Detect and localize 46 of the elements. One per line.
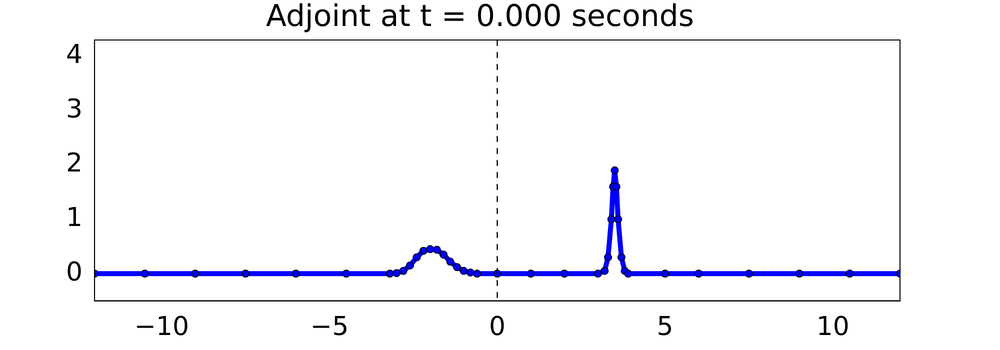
point	[661, 270, 670, 278]
point	[419, 246, 428, 255]
point	[386, 270, 394, 278]
point	[846, 270, 854, 278]
point	[612, 182, 620, 191]
point	[432, 246, 441, 254]
point	[406, 261, 414, 270]
point	[140, 270, 149, 278]
point	[604, 253, 612, 262]
point	[614, 215, 622, 224]
point	[412, 253, 421, 262]
point	[242, 270, 250, 278]
y-tick-label: 2	[66, 148, 83, 179]
x-tick-label: 5	[656, 312, 674, 342]
point	[694, 270, 703, 278]
point	[342, 270, 350, 278]
x-tick-label: −10	[134, 312, 190, 342]
y-tick-label: 0	[66, 257, 83, 288]
point	[560, 270, 568, 278]
point	[610, 166, 619, 174]
point	[617, 253, 626, 262]
y-tick-label: 4	[66, 40, 83, 70]
point	[392, 269, 401, 278]
x-tick-label: 0	[489, 312, 506, 342]
point	[446, 258, 454, 266]
point	[600, 266, 609, 275]
point	[440, 250, 448, 259]
point	[526, 270, 535, 278]
point	[460, 266, 468, 275]
point	[795, 270, 804, 278]
point	[466, 268, 474, 277]
chart-title: Adjoint at t = 0.000 seconds	[266, 0, 694, 34]
point	[453, 263, 461, 272]
x-tick-label: 10	[816, 312, 850, 342]
point	[191, 270, 200, 278]
y-tick-label: 3	[66, 94, 83, 124]
point	[594, 270, 602, 278]
point	[426, 245, 434, 254]
point	[399, 266, 408, 275]
point	[744, 270, 753, 278]
x-tick-label: −5	[310, 312, 349, 342]
point	[292, 270, 300, 278]
point	[607, 215, 616, 224]
point	[473, 270, 482, 278]
y-tick-label: 1	[66, 203, 83, 234]
point	[624, 270, 632, 278]
